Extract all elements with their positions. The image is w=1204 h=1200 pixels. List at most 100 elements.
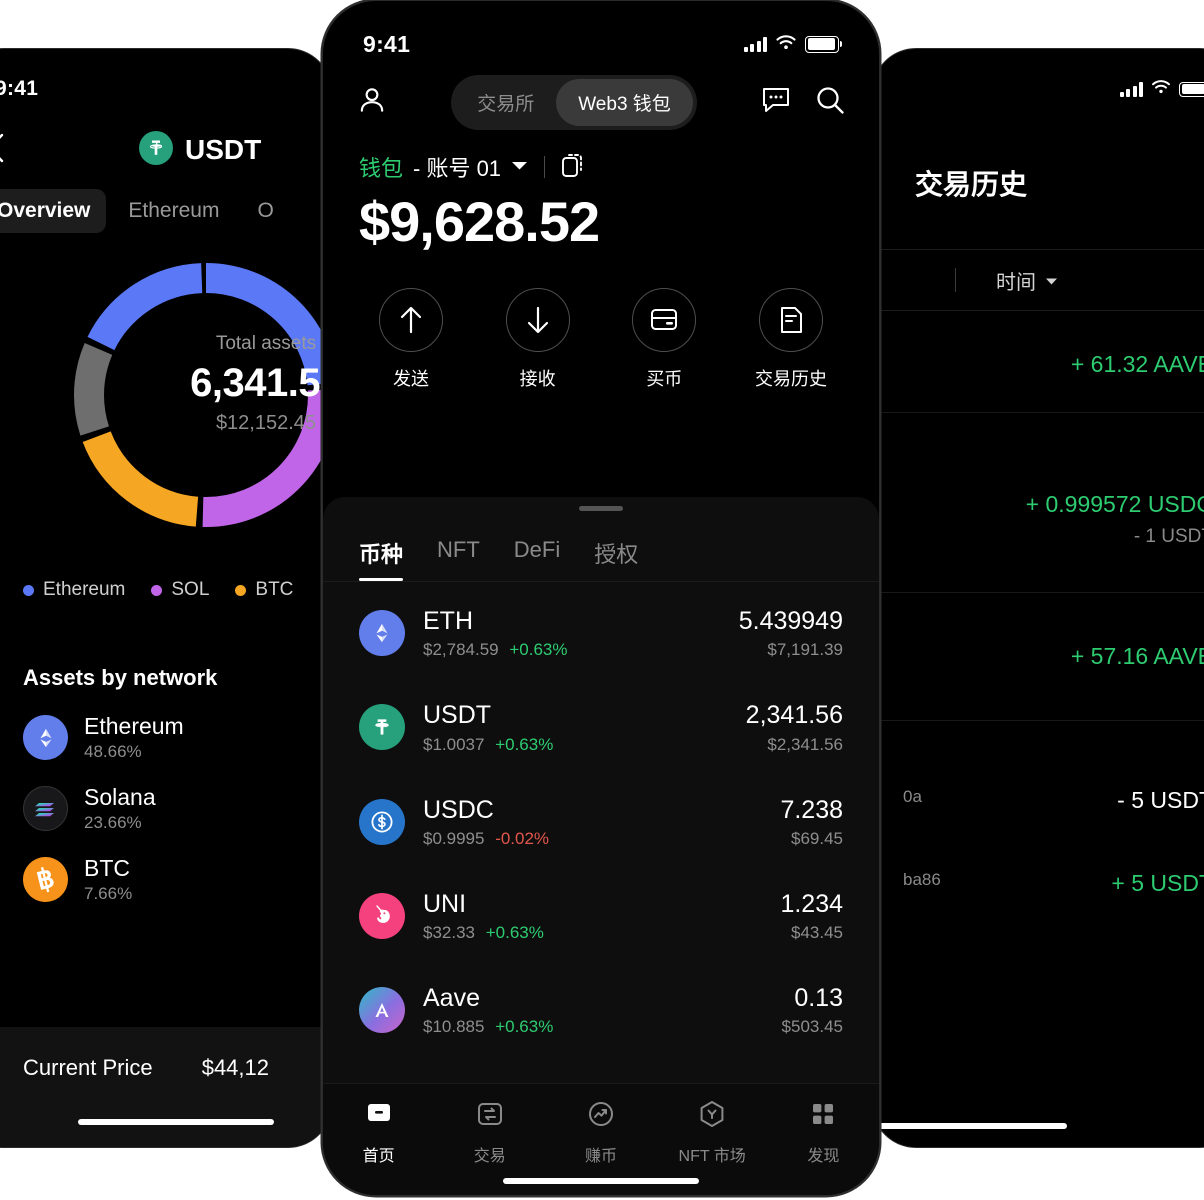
network-row-btc[interactable]: ฿ BTC 7.66% bbox=[0, 833, 331, 904]
segment-exchange[interactable]: 交易所 bbox=[477, 93, 535, 115]
transaction-row[interactable]: ba86 + 5 USDT bbox=[873, 834, 1204, 931]
token-change: -0.02% bbox=[495, 828, 550, 848]
current-price-value: $44,12 bbox=[201, 1055, 269, 1080]
chevron-left-icon[interactable] bbox=[0, 133, 5, 168]
total-assets-label: Total assets bbox=[215, 333, 317, 354]
network-info: BTC 7.66% bbox=[84, 855, 132, 904]
tabbar-item-discover[interactable]: 发现 bbox=[777, 1098, 869, 1166]
search-icon[interactable] bbox=[815, 85, 845, 120]
tx-amount-block: + 0.999572 USDC - 1 USDT bbox=[1026, 491, 1204, 548]
token-subline: $10.885 +0.63% bbox=[423, 1017, 764, 1037]
tx-amount: - 5 USDT bbox=[1117, 787, 1204, 813]
tabbar-item-earn[interactable]: 赚币 bbox=[555, 1098, 647, 1166]
network-info: Solana 23.66% bbox=[84, 784, 156, 833]
filter-time[interactable]: 时间 bbox=[996, 266, 1058, 295]
token-price: $10.885 bbox=[423, 1017, 485, 1037]
legend-label-btc: BTC bbox=[255, 579, 294, 600]
token-amount: 5.439949 bbox=[738, 607, 843, 635]
transaction-row[interactable]: 0a - 5 USDT bbox=[873, 721, 1204, 834]
wallet-selector-row[interactable]: 钱包 - 账号 01 bbox=[323, 129, 879, 183]
tabbar-item-trade[interactable]: 交易 bbox=[444, 1098, 536, 1166]
tabbar-item-home[interactable]: 首页 bbox=[333, 1098, 425, 1166]
token-row-eth[interactable]: ETH $2,784.59 +0.63% 5.439949 $7,191.39 bbox=[323, 582, 879, 680]
tabbar-item-nft-market[interactable]: NFT 市场 bbox=[666, 1098, 758, 1166]
action-receive[interactable]: 接收 bbox=[498, 288, 578, 391]
center-top-bar: 交易所 Web3 钱包 bbox=[323, 67, 879, 130]
tabbar-label: 发现 bbox=[807, 1148, 840, 1165]
top-actions bbox=[761, 85, 845, 120]
status-time: 9:41 bbox=[363, 30, 411, 57]
signal-icon bbox=[1119, 81, 1143, 97]
token-row-usdc[interactable]: USDC $0.9995 -0.02% 7.238 $69.45 bbox=[323, 775, 879, 869]
left-nav-bar: USDT bbox=[0, 111, 331, 175]
transaction-row[interactable]: + 61.32 AAVE bbox=[873, 311, 1204, 413]
tether-icon bbox=[139, 130, 173, 170]
network-row-ethereum[interactable]: Ethereum 48.66% bbox=[0, 691, 331, 762]
tx-amount-block: + 61.32 AAVE bbox=[1071, 351, 1204, 378]
token-symbol: UNI bbox=[423, 889, 467, 918]
token-row-uni[interactable]: UNI $32.33 +0.63% 1.234 $43.45 bbox=[323, 869, 879, 963]
action-history[interactable]: 交易历史 bbox=[751, 288, 831, 391]
chevron-down-icon[interactable] bbox=[511, 158, 528, 176]
network-row-solana[interactable]: Solana 23.66% bbox=[0, 762, 331, 833]
token-value: $43.45 bbox=[791, 923, 843, 942]
wallet-name: 钱包 bbox=[359, 156, 404, 181]
grid-icon bbox=[807, 1098, 839, 1135]
transaction-row[interactable]: + 0.999572 USDC - 1 USDT bbox=[873, 413, 1204, 593]
card-icon bbox=[632, 288, 697, 352]
network-info: Ethereum 48.66% bbox=[84, 713, 184, 762]
center-phone-screen: 9:41 交易所 Web3 钱包 bbox=[323, 1, 879, 1195]
home-indicator bbox=[503, 1178, 699, 1184]
chat-bubble-icon[interactable] bbox=[761, 86, 791, 119]
wifi-icon bbox=[775, 34, 797, 55]
legend-dot-sol bbox=[151, 584, 163, 596]
home-icon bbox=[363, 1098, 395, 1135]
transaction-row[interactable]: + 57.16 AAVE bbox=[873, 593, 1204, 721]
current-price-bar: Current Price $44,12 bbox=[0, 1027, 331, 1147]
sheet-tab-strip: 币种 NFT DeFi 授权 bbox=[323, 511, 879, 581]
ethereum-icon bbox=[359, 610, 405, 657]
token-info: ETH $2,784.59 +0.63% bbox=[423, 606, 721, 660]
token-value: $7,191.39 bbox=[767, 640, 843, 660]
tx-amount: + 57.16 AAVE bbox=[1070, 643, 1204, 669]
token-list: ETH $2,784.59 +0.63% 5.439949 $7,191.39 bbox=[323, 581, 879, 1057]
legend-dot-ethereum bbox=[23, 584, 34, 596]
token-values: 5.439949 $7,191.39 bbox=[739, 606, 843, 660]
left-tab-other[interactable]: O bbox=[257, 199, 274, 222]
person-icon[interactable] bbox=[357, 85, 387, 120]
token-row-usdt[interactable]: USDT $1.0037 +0.63% 2,341.56 $2,341.56 bbox=[323, 680, 879, 774]
tab-defi[interactable]: DeFi bbox=[513, 537, 561, 562]
left-tab-overview[interactable]: Overview bbox=[0, 189, 107, 233]
action-label: 接收 bbox=[519, 369, 556, 389]
tabbar-label: 首页 bbox=[362, 1148, 395, 1165]
token-info: USDC $0.9995 -0.02% bbox=[423, 795, 762, 849]
token-change: +0.63% bbox=[495, 734, 554, 754]
token-values: 1.234 $43.45 bbox=[780, 889, 843, 943]
token-change: +0.63% bbox=[509, 640, 568, 660]
bottom-tab-bar: 首页 交易 赚币 NFT 市场 bbox=[323, 1083, 879, 1195]
tab-tokens[interactable]: 币种 bbox=[359, 537, 404, 581]
action-label: 交易历史 bbox=[754, 369, 827, 389]
left-tab-ethereum[interactable]: Ethereum bbox=[128, 199, 220, 222]
token-subline: $32.33 +0.63% bbox=[423, 923, 762, 943]
tabbar-label: NFT 市场 bbox=[678, 1148, 746, 1165]
tab-nft[interactable]: NFT bbox=[437, 537, 480, 562]
tab-approvals[interactable]: 授权 bbox=[594, 542, 639, 567]
token-info: USDT $1.0037 +0.63% bbox=[423, 700, 728, 754]
segment-web3-wallet[interactable]: Web3 钱包 bbox=[556, 78, 693, 126]
left-status-bar: 9:41 bbox=[0, 49, 331, 111]
sheet-grabber[interactable] bbox=[579, 506, 623, 511]
status-time: 9:41 bbox=[0, 77, 39, 100]
status-icons bbox=[1119, 79, 1204, 99]
action-send[interactable]: 发送 bbox=[371, 288, 451, 391]
token-subline: $1.0037 +0.63% bbox=[423, 735, 728, 755]
tether-icon bbox=[359, 704, 405, 751]
action-buy[interactable]: 买币 bbox=[624, 288, 704, 391]
token-row-aave[interactable]: Aave $10.885 +0.63% 0.13 $503.45 bbox=[323, 963, 879, 1057]
copy-icon[interactable] bbox=[561, 152, 585, 183]
network-name: Solana bbox=[84, 784, 156, 810]
network-name: BTC bbox=[84, 855, 130, 881]
left-title-text: USDT bbox=[185, 134, 262, 165]
token-price: $2,784.59 bbox=[423, 640, 499, 660]
